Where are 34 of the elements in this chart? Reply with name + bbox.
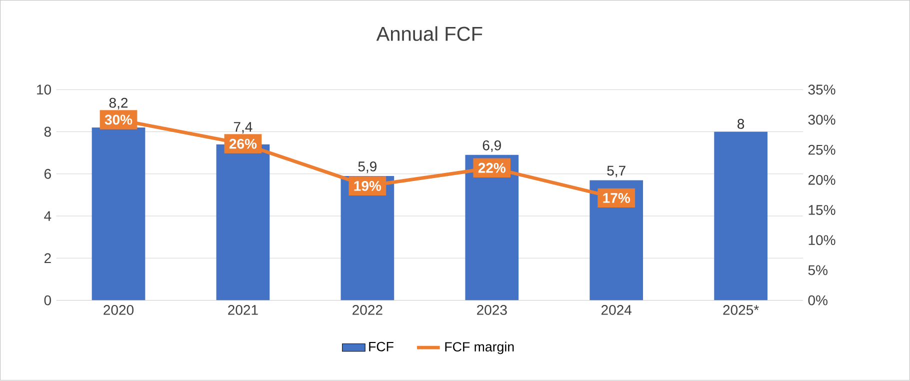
x-tick-label: 2022 — [352, 305, 382, 316]
data-label: 5,9 — [358, 162, 376, 174]
y-tick-label: 8 — [44, 127, 51, 137]
y-tick-label: 0 — [44, 296, 52, 306]
y2-tick-label: 25% — [808, 145, 836, 155]
y2-tick-label: 35% — [808, 84, 836, 95]
data-label: 8 — [738, 119, 744, 130]
bar — [92, 128, 146, 301]
y-tick-label: 6 — [44, 169, 51, 180]
y2-tick-label: 10% — [808, 235, 836, 246]
y-tick-label: 10 — [37, 84, 52, 95]
y-tick-label: 4 — [44, 211, 52, 222]
data-label: 5,7 — [607, 166, 626, 178]
legend-label: FCF — [369, 342, 394, 352]
chart-title: Annual FCF — [376, 26, 482, 42]
y-tick-label: 2 — [44, 253, 51, 264]
bar — [465, 155, 519, 301]
y2-tick-label: 5% — [808, 265, 828, 276]
y2-tick-label: 30% — [808, 114, 836, 125]
legend-label: FCF margin — [445, 342, 514, 354]
x-tick-label: 2020 — [104, 305, 134, 316]
bar — [714, 132, 768, 301]
y2-tick-label: 15% — [808, 205, 836, 216]
y2-tick-label: 20% — [808, 175, 836, 186]
bar — [590, 180, 644, 301]
bar — [340, 176, 394, 301]
x-tick-label: 2024 — [601, 305, 632, 316]
y2-tick-label: 0% — [808, 296, 828, 306]
data-label: 8,2 — [109, 98, 128, 110]
x-tick-label: 2021 — [228, 305, 258, 316]
data-label: 6,9 — [482, 140, 501, 152]
data-label: 7,4 — [234, 122, 252, 134]
x-tick-label: 2023 — [477, 305, 507, 316]
x-tick-label: 2025* — [723, 305, 759, 316]
